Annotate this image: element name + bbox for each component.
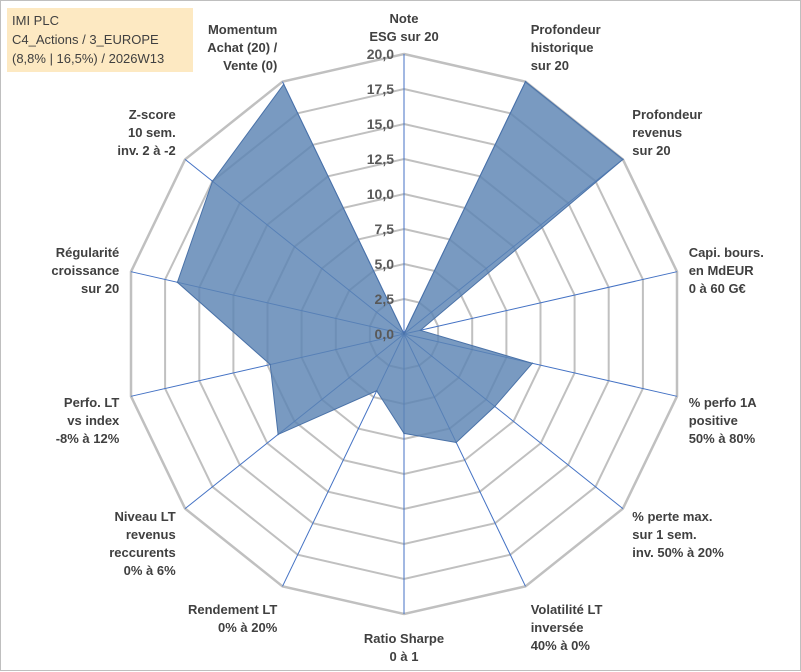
- company-name: IMI PLC: [12, 13, 59, 28]
- data-point: [211, 180, 214, 182]
- axis-label: Z-score 10 sem. inv. 2 à -2: [117, 107, 175, 158]
- axis-label-layer: Note ESG sur 20 Profondeur historique sur 20…: [51, 11, 763, 664]
- axis-label-line: historique: [531, 40, 594, 55]
- data-point: [176, 281, 179, 284]
- axis-label: Ratio Sharpe 0 à 1: [364, 631, 444, 664]
- period-info: (8,8% | 16,5%) / 2026W13: [12, 51, 165, 66]
- tick-label: 17,5: [367, 81, 394, 97]
- axis-label-line: Niveau LT: [115, 509, 176, 524]
- tick-layer: 0,0 2,5 5,0 7,5 10,0 12,5 15,0 17,5 20,0: [367, 46, 394, 342]
- axis-label-line: 10 sem.: [128, 125, 176, 140]
- data-point: [419, 329, 422, 332]
- axis-label-line: Perfo. LT: [64, 395, 119, 410]
- axis-label-line: Capi. bours.: [689, 245, 764, 260]
- axis-label-line: sur 1 sem.: [632, 527, 696, 542]
- tick-label: 15,0: [367, 116, 394, 132]
- tick-label: 2,5: [375, 291, 395, 307]
- data-point: [622, 158, 624, 161]
- data-point: [282, 83, 285, 86]
- series-layer: [176, 80, 624, 444]
- axis-label-line: Ratio Sharpe: [364, 631, 444, 646]
- tick-label: 0,0: [375, 326, 395, 342]
- axis-label-line: 40% à 0%: [531, 638, 591, 653]
- tick-label: 10,0: [367, 186, 394, 202]
- data-point: [269, 363, 272, 366]
- data-point: [455, 441, 458, 444]
- axis-label-line: Profondeur: [531, 22, 601, 37]
- axis-label: Volatilité LT inversée 40% à 0%: [531, 602, 603, 653]
- data-point: [403, 432, 405, 435]
- series-area: [176, 80, 624, 444]
- axis-label: % perte max. sur 1 sem. inv. 50% à 20%: [632, 509, 724, 560]
- axis-label-line: en MdEUR: [689, 263, 755, 278]
- axis-label: % perfo 1A positive 50% à 80%: [689, 395, 758, 446]
- data-point: [375, 390, 378, 392]
- axis-label-line: % perfo 1A: [689, 395, 758, 410]
- axis-label-line: 0 à 60 G€: [689, 281, 746, 296]
- axis-label-line: -8% à 12%: [56, 431, 120, 446]
- axis-label-line: Note: [390, 11, 419, 26]
- axis-label: Profondeur revenus sur 20: [632, 107, 702, 158]
- axis-label: Note ESG sur 20: [369, 11, 438, 44]
- axis-label: Niveau LT revenus reccurents 0% à 6%: [109, 509, 176, 578]
- axis-label-line: % perte max.: [632, 509, 712, 524]
- axis-label: Régularité croissance sur 20: [51, 245, 119, 296]
- title-box: IMI PLC C4_Actions / 3_EUROPE (8,8% | 16…: [7, 8, 193, 72]
- axis-label-line: Rendement LT: [188, 602, 277, 617]
- axis-label-line: croissance: [51, 263, 119, 278]
- data-point: [494, 405, 496, 408]
- data-point: [524, 80, 527, 83]
- axis-label: Perfo. LT vs index -8% à 12%: [56, 395, 120, 446]
- axis-label-line: Régularité: [56, 245, 120, 260]
- axis-label-line: sur 20: [531, 58, 569, 73]
- axis-label-line: Z-score: [129, 107, 176, 122]
- data-point: [403, 333, 405, 335]
- axis-label-line: reccurents: [109, 545, 175, 560]
- axis-label-line: Momentum: [208, 22, 277, 37]
- axis-label-line: sur 20: [81, 281, 119, 296]
- axis-label-line: 0 à 1: [390, 649, 419, 664]
- axis-label-line: sur 20: [632, 143, 670, 158]
- axis-label-line: Volatilité LT: [531, 602, 603, 617]
- axis-label-line: revenus: [632, 125, 682, 140]
- axis-label-line: Vente (0): [223, 58, 277, 73]
- axis-label: Rendement LT 0% à 20%: [188, 602, 278, 635]
- axis-label-line: ESG sur 20: [369, 29, 438, 44]
- axis-label-line: inv. 50% à 20%: [632, 545, 724, 560]
- tick-label: 20,0: [367, 46, 394, 62]
- axis-label-line: Achat (20) /: [207, 40, 277, 55]
- axis-spoke: [403, 271, 678, 335]
- axis-label-line: inversée: [531, 620, 584, 635]
- data-point: [531, 362, 534, 365]
- axis-label-line: 50% à 80%: [689, 431, 756, 446]
- axis-label-line: revenus: [126, 527, 176, 542]
- axis-label-line: Profondeur: [632, 107, 702, 122]
- portfolio-name: C4_Actions / 3_EUROPE: [12, 32, 159, 47]
- axis-label-line: 0% à 6%: [124, 563, 176, 578]
- axis-label-line: positive: [689, 413, 738, 428]
- axis-label: Profondeur historique sur 20: [531, 22, 601, 73]
- axis-label-line: inv. 2 à -2: [117, 143, 175, 158]
- tick-label: 12,5: [367, 151, 394, 167]
- axis-label: Capi. bours. en MdEUR 0 à 60 G€: [689, 245, 764, 296]
- axis-label-line: vs index: [67, 413, 120, 428]
- data-point: [277, 433, 279, 436]
- axis-label-line: 0% à 20%: [218, 620, 278, 635]
- tick-label: 7,5: [375, 221, 395, 237]
- axis-label: Momentum Achat (20) / Vente (0): [207, 22, 277, 73]
- tick-label: 5,0: [375, 256, 395, 272]
